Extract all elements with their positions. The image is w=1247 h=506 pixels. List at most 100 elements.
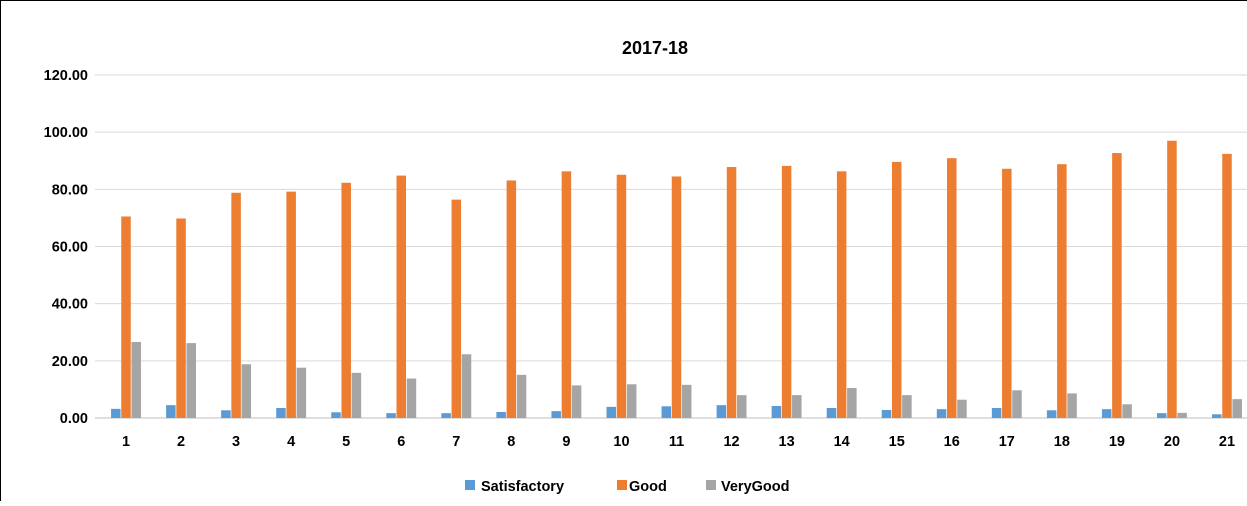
x-tick-label: 16 bbox=[944, 434, 960, 450]
bar-good bbox=[286, 192, 296, 418]
x-tick-label: 6 bbox=[397, 434, 405, 450]
x-tick-label: 20 bbox=[1164, 434, 1180, 450]
x-tick-label: 3 bbox=[232, 434, 240, 450]
bar-verygood bbox=[407, 379, 417, 418]
bar-verygood bbox=[1232, 399, 1242, 418]
bar-verygood bbox=[131, 342, 141, 418]
bar-good bbox=[176, 218, 186, 418]
legend-swatch-good bbox=[617, 480, 627, 490]
bar-verygood bbox=[902, 395, 912, 418]
bar-satisfactory bbox=[772, 406, 782, 418]
bar-verygood bbox=[297, 368, 307, 418]
bar-good bbox=[341, 183, 351, 418]
y-tick-label: 40.00 bbox=[52, 297, 88, 313]
bar-good bbox=[1057, 164, 1067, 418]
legend-label-satisfactory: Satisfactory bbox=[481, 479, 564, 495]
bar-good bbox=[727, 167, 737, 418]
x-tick-label: 14 bbox=[834, 434, 850, 450]
x-tick-label: 4 bbox=[287, 434, 295, 450]
bar-satisfactory bbox=[992, 408, 1002, 418]
bar-verygood bbox=[1067, 393, 1077, 418]
x-tick-label: 2 bbox=[177, 434, 185, 450]
bar-satisfactory bbox=[166, 405, 176, 418]
x-tick-label: 10 bbox=[613, 434, 629, 450]
bar-verygood bbox=[682, 385, 692, 418]
x-tick-label: 17 bbox=[999, 434, 1015, 450]
bar-good bbox=[1167, 141, 1177, 418]
legend-swatch-satisfactory bbox=[465, 480, 475, 490]
bar-verygood bbox=[1012, 390, 1022, 418]
legend-label-good: Good bbox=[629, 479, 667, 495]
bar-satisfactory bbox=[717, 405, 727, 418]
bar-satisfactory bbox=[496, 412, 506, 418]
bar-verygood bbox=[1177, 413, 1187, 418]
bar-verygood bbox=[792, 395, 802, 418]
x-tick-label: 1 bbox=[122, 434, 130, 450]
bar-verygood bbox=[627, 384, 637, 418]
bar-good bbox=[837, 171, 847, 418]
bar-verygood bbox=[572, 385, 582, 418]
bar-good bbox=[1002, 169, 1012, 418]
x-tick-label: 12 bbox=[723, 434, 739, 450]
bar-satisfactory bbox=[1102, 409, 1112, 418]
bar-verygood bbox=[352, 373, 362, 418]
bar-verygood bbox=[957, 400, 967, 418]
bar-satisfactory bbox=[1212, 414, 1222, 418]
x-tick-label: 5 bbox=[342, 434, 350, 450]
y-tick-label: 100.00 bbox=[44, 125, 88, 141]
bar-satisfactory bbox=[827, 408, 837, 418]
bar-satisfactory bbox=[1157, 413, 1167, 418]
x-tick-label: 13 bbox=[779, 434, 795, 450]
bar-good bbox=[452, 200, 462, 418]
legend-label-verygood: VeryGood bbox=[721, 479, 790, 495]
bar-good bbox=[617, 175, 627, 418]
bar-good bbox=[1112, 153, 1122, 418]
x-tick-label: 18 bbox=[1054, 434, 1070, 450]
y-tick-label: 120.00 bbox=[44, 68, 88, 84]
x-tick-label: 21 bbox=[1219, 434, 1235, 450]
bar-good bbox=[892, 162, 902, 418]
bar-verygood bbox=[737, 395, 747, 418]
x-tick-label: 11 bbox=[669, 434, 684, 450]
bar-satisfactory bbox=[386, 413, 396, 418]
bar-verygood bbox=[187, 343, 197, 418]
y-tick-label: 0.00 bbox=[60, 411, 88, 427]
bar-good bbox=[1222, 154, 1232, 418]
bar-good bbox=[782, 166, 792, 418]
x-tick-label: 15 bbox=[889, 434, 905, 450]
bar-satisfactory bbox=[607, 407, 617, 418]
bar-good bbox=[231, 193, 241, 418]
bar-verygood bbox=[462, 354, 472, 418]
bar-good bbox=[562, 171, 572, 418]
bar-verygood bbox=[242, 364, 252, 418]
bar-good bbox=[121, 216, 131, 418]
bar-satisfactory bbox=[882, 410, 892, 418]
x-tick-label: 9 bbox=[562, 434, 570, 450]
x-tick-label: 7 bbox=[452, 434, 460, 450]
y-tick-label: 20.00 bbox=[52, 354, 88, 370]
bar-satisfactory bbox=[221, 410, 231, 418]
bar-satisfactory bbox=[276, 408, 286, 418]
bar-verygood bbox=[847, 388, 857, 418]
bar-satisfactory bbox=[441, 413, 451, 418]
bar-verygood bbox=[517, 375, 527, 418]
bar-satisfactory bbox=[111, 409, 121, 418]
bar-satisfactory bbox=[937, 409, 947, 418]
x-tick-label: 8 bbox=[507, 434, 515, 450]
bar-good bbox=[672, 176, 682, 418]
bar-good bbox=[397, 176, 407, 418]
bar-verygood bbox=[1122, 404, 1132, 418]
bar-good bbox=[947, 158, 957, 418]
bar-satisfactory bbox=[331, 412, 341, 418]
y-tick-label: 80.00 bbox=[52, 182, 88, 198]
bar-good bbox=[507, 180, 516, 418]
bar-satisfactory bbox=[1047, 410, 1057, 418]
y-tick-label: 60.00 bbox=[52, 240, 88, 256]
bar-satisfactory bbox=[662, 406, 672, 418]
x-tick-label: 19 bbox=[1109, 434, 1125, 450]
chart-title: 2017-18 bbox=[622, 38, 688, 58]
bar-satisfactory bbox=[551, 411, 561, 418]
